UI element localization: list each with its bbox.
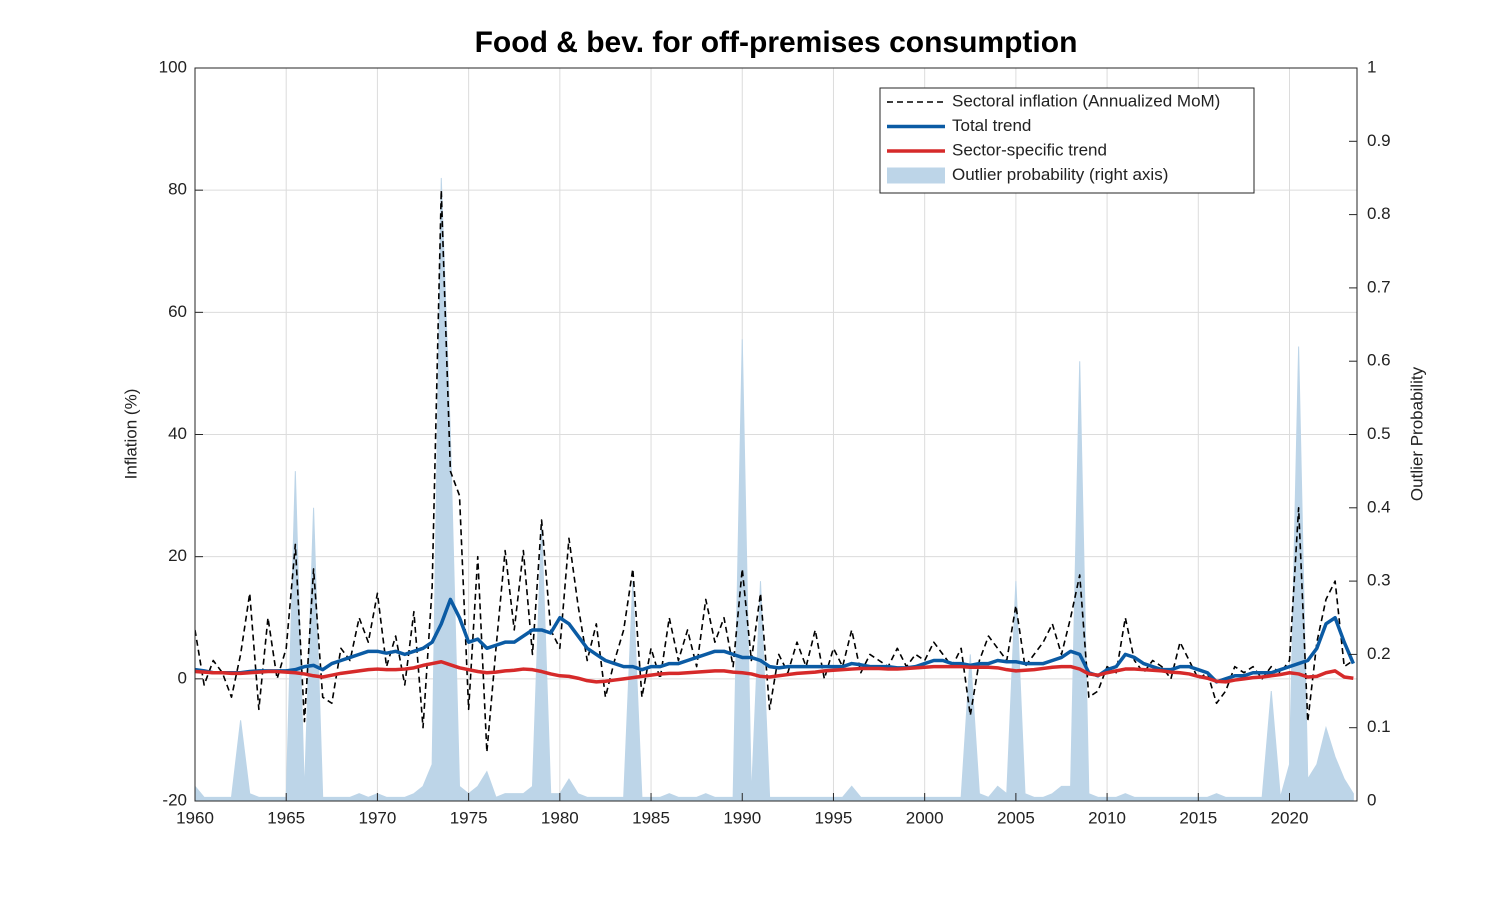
x-tick-label: 1970 bbox=[359, 808, 397, 827]
x-tick-label: 2010 bbox=[1088, 808, 1126, 827]
x-tick-label: 1980 bbox=[541, 808, 579, 827]
legend-swatch bbox=[887, 167, 945, 184]
y2-tick-label: 0.1 bbox=[1367, 717, 1391, 736]
y-tick-label: 20 bbox=[168, 546, 187, 565]
x-tick-label: 2005 bbox=[997, 808, 1035, 827]
legend: Sectoral inflation (Annualized MoM) Total… bbox=[879, 87, 1255, 194]
x-tick-label: 2000 bbox=[906, 808, 944, 827]
legend-label: Sectoral inflation (Annualized MoM) bbox=[952, 91, 1220, 110]
y-tick-label: 100 bbox=[159, 57, 187, 76]
y-tick-label: 40 bbox=[168, 424, 187, 443]
legend-label: Sector-specific trend bbox=[952, 140, 1107, 159]
y2-tick-label: 0.8 bbox=[1367, 204, 1391, 223]
x-tick-label: 1965 bbox=[267, 808, 305, 827]
legend-label: Outlier probability (right axis) bbox=[952, 165, 1168, 184]
series-group bbox=[195, 177, 1355, 801]
x-tick-label: 1995 bbox=[815, 808, 853, 827]
x-tick-label: 1975 bbox=[450, 808, 488, 827]
y2-tick-label: 0.4 bbox=[1367, 497, 1391, 516]
legend-label: Total trend bbox=[952, 116, 1031, 135]
y2-tick-label: 0.6 bbox=[1367, 351, 1391, 370]
outlier-area bbox=[195, 177, 1354, 801]
chart-title: Food & bev. for off-premises consumption bbox=[475, 26, 1078, 59]
y-tick-label: 60 bbox=[168, 302, 187, 321]
x-tick-label: 1985 bbox=[632, 808, 670, 827]
dashed-line bbox=[195, 189, 1354, 753]
y-tick-label: 0 bbox=[178, 668, 187, 687]
y-tick-label: -20 bbox=[162, 790, 187, 809]
trend-line bbox=[195, 659, 1354, 684]
y2-tick-label: 1 bbox=[1367, 57, 1376, 76]
y-tick-label: 80 bbox=[168, 180, 187, 199]
y2-axis-label: Outlier Probability bbox=[1407, 366, 1426, 501]
x-tick-label: 1990 bbox=[723, 808, 761, 827]
y2-tick-label: 0.2 bbox=[1367, 644, 1391, 663]
x-tick-label: 2020 bbox=[1271, 808, 1309, 827]
y2-tick-label: 0.7 bbox=[1367, 277, 1391, 296]
y2-tick-label: 0 bbox=[1367, 790, 1376, 809]
x-tick-label: 2015 bbox=[1179, 808, 1217, 827]
y2-tick-label: 0.3 bbox=[1367, 571, 1391, 590]
y2-tick-label: 0.5 bbox=[1367, 424, 1391, 443]
y-axis-label: Inflation (%) bbox=[121, 389, 140, 480]
y2-tick-label: 0.9 bbox=[1367, 131, 1391, 150]
x-tick-label: 1960 bbox=[176, 808, 214, 827]
